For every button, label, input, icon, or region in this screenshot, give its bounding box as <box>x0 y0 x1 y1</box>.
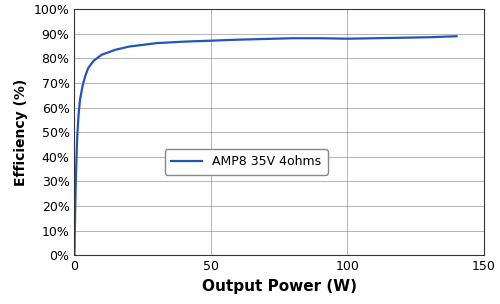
AMP8 35V 4ohms <box>80 84 86 87</box>
Y-axis label: Efficiency (%): Efficiency (%) <box>14 79 28 186</box>
AMP8 35V 4ohms <box>74 135 80 139</box>
AMP8 35V 4ohms <box>72 234 78 237</box>
AMP8 35V 4ohms <box>126 45 132 48</box>
AMP8 35V 4ohms <box>90 59 96 63</box>
AMP8 35V 4ohms <box>99 53 105 57</box>
AMP8 35V 4ohms <box>317 36 323 40</box>
AMP8 35V 4ohms <box>399 36 405 40</box>
Legend: AMP8 35V 4ohms: AMP8 35V 4ohms <box>165 149 328 174</box>
AMP8 35V 4ohms <box>344 37 350 40</box>
AMP8 35V 4ohms <box>72 219 78 223</box>
AMP8 35V 4ohms <box>72 204 78 208</box>
AMP8 35V 4ohms <box>77 98 83 102</box>
AMP8 35V 4ohms <box>372 36 378 40</box>
X-axis label: Output Power (W): Output Power (W) <box>202 279 356 294</box>
AMP8 35V 4ohms <box>112 48 118 52</box>
AMP8 35V 4ohms <box>82 74 88 78</box>
AMP8 35V 4ohms <box>72 244 78 247</box>
AMP8 35V 4ohms <box>73 180 79 183</box>
AMP8 35V 4ohms <box>72 254 78 257</box>
AMP8 35V 4ohms <box>290 36 296 40</box>
AMP8 35V 4ohms <box>208 39 214 43</box>
AMP8 35V 4ohms <box>85 66 91 70</box>
AMP8 35V 4ohms <box>454 34 460 38</box>
AMP8 35V 4ohms <box>76 113 82 117</box>
AMP8 35V 4ohms <box>426 35 432 39</box>
AMP8 35V 4ohms <box>180 40 186 43</box>
AMP8 35V 4ohms <box>235 38 241 42</box>
AMP8 35V 4ohms <box>154 41 160 45</box>
Line: AMP8 35V 4ohms: AMP8 35V 4ohms <box>74 36 456 255</box>
AMP8 35V 4ohms <box>74 160 80 164</box>
AMP8 35V 4ohms <box>262 37 268 41</box>
